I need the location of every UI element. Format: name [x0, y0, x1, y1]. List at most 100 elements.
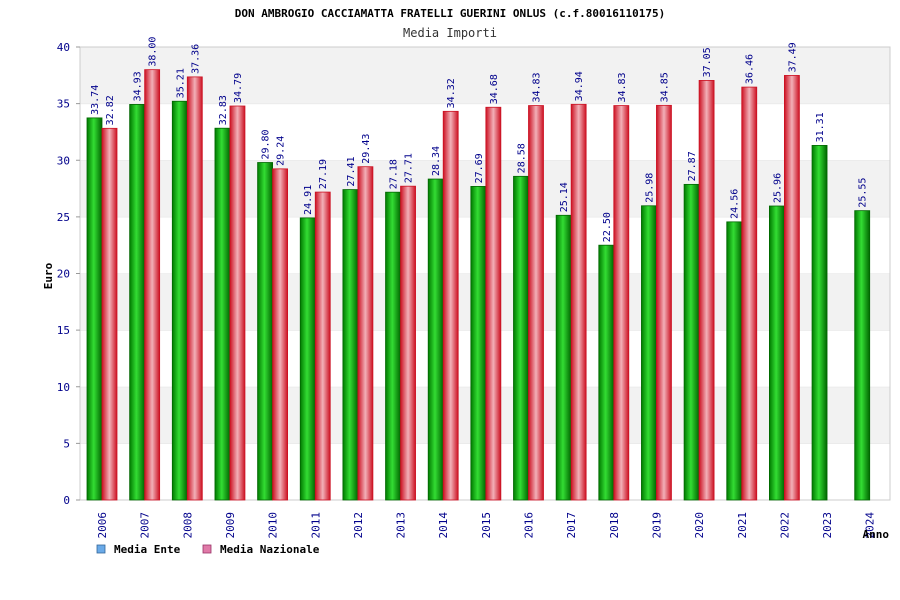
data-label: 25.55 — [858, 178, 869, 208]
data-label: 37.05 — [702, 47, 713, 77]
data-label: 32.82 — [105, 95, 116, 125]
y-tick-label: 5 — [63, 437, 70, 450]
data-label: 34.94 — [574, 71, 585, 101]
x-axis-label: Anno — [863, 528, 890, 541]
x-tick-label: 2013 — [395, 512, 408, 539]
data-label: 34.79 — [233, 73, 244, 103]
bar — [129, 104, 146, 501]
chart-subtitle: Media Importi — [403, 26, 497, 40]
bar — [769, 205, 785, 501]
bar — [641, 205, 657, 501]
bar — [528, 105, 544, 501]
x-tick-label: 2016 — [523, 512, 536, 539]
data-label: 27.87 — [687, 151, 698, 181]
y-tick-label: 10 — [57, 381, 70, 394]
bar — [86, 117, 103, 501]
bar — [272, 168, 289, 501]
bar — [854, 210, 871, 501]
legend: Media Ente Media Nazionale — [96, 543, 320, 556]
y-axis-label: Euro — [42, 262, 55, 289]
y-tick-label: 30 — [57, 154, 70, 167]
bars — [86, 69, 871, 501]
data-label: 34.85 — [659, 72, 670, 102]
data-label: 27.69 — [474, 153, 485, 183]
y-axis-ticks: 0 5 10 15 20 25 30 35 40 — [57, 41, 80, 507]
bar — [342, 189, 359, 501]
data-label: 33.74 — [90, 85, 101, 115]
data-label: 27.18 — [389, 159, 400, 189]
data-label: 28.34 — [431, 146, 442, 176]
data-label: 31.31 — [815, 112, 826, 142]
data-label: 27.41 — [346, 156, 357, 186]
legend-label-media-nazionale: Media Nazionale — [220, 543, 320, 556]
data-label: 24.91 — [303, 185, 314, 215]
bar — [299, 217, 316, 501]
data-label: 37.36 — [190, 44, 201, 74]
data-label: 25.98 — [644, 173, 655, 203]
x-tick-label: 2006 — [96, 512, 109, 539]
bar — [555, 214, 572, 501]
x-tick-label: 2024 — [864, 512, 877, 539]
y-tick-label: 25 — [57, 211, 70, 224]
y-tick-label: 20 — [57, 268, 70, 281]
data-label: 35.21 — [175, 68, 186, 98]
x-tick-label: 2010 — [267, 512, 280, 539]
bar — [683, 183, 700, 501]
bar — [101, 127, 118, 501]
data-label: 37.49 — [787, 42, 798, 72]
bar — [698, 80, 715, 501]
data-label: 34.93 — [133, 71, 144, 101]
bar — [613, 105, 630, 501]
bar — [656, 104, 672, 501]
x-tick-label: 2023 — [821, 512, 834, 539]
bar — [470, 186, 487, 501]
x-tick-label: 2015 — [480, 512, 493, 539]
data-label: 22.50 — [602, 212, 613, 242]
data-label: 34.68 — [489, 74, 500, 104]
data-label: 25.96 — [772, 173, 783, 203]
bar — [513, 175, 529, 501]
data-label: 29.24 — [276, 136, 287, 166]
data-label: 29.43 — [361, 134, 372, 164]
data-label: 38.00 — [148, 37, 159, 67]
chart-title: DON AMBROGIO CACCIAMATTA FRATELLI GUERIN… — [235, 7, 665, 20]
data-labels: 33.74 32.82 34.93 38.00 35.21 37.36 32.83 34.79… — [90, 37, 869, 243]
data-label: 29.80 — [261, 129, 272, 159]
bar — [741, 86, 758, 501]
y-tick-label: 40 — [57, 41, 70, 54]
bar — [442, 110, 459, 501]
x-tick-label: 2008 — [181, 512, 194, 539]
data-label: 27.19 — [318, 159, 329, 189]
bar — [214, 127, 231, 501]
x-axis-ticks: 2006 2007 2008 2009 2010 2011 2012 2013 2014 2015… — [96, 512, 877, 539]
x-tick-label: 2014 — [437, 512, 450, 539]
legend-swatch-media-nazionale — [202, 544, 212, 554]
x-tick-label: 2012 — [352, 512, 365, 539]
bar — [570, 103, 587, 501]
bar — [598, 244, 615, 501]
data-label: 28.58 — [517, 143, 528, 173]
y-tick-label: 0 — [63, 494, 70, 507]
data-label: 34.83 — [532, 72, 543, 102]
data-label: 36.46 — [745, 54, 756, 84]
bar — [357, 166, 374, 501]
x-tick-label: 2017 — [565, 512, 578, 539]
bar — [400, 185, 416, 501]
bar — [811, 145, 828, 501]
x-tick-label: 2007 — [139, 512, 152, 539]
bar — [229, 105, 246, 501]
bar — [186, 76, 203, 501]
x-tick-label: 2011 — [309, 512, 322, 539]
bar — [144, 69, 161, 501]
x-tick-label: 2018 — [608, 512, 621, 539]
y-tick-label: 15 — [57, 324, 70, 337]
data-label: 25.14 — [559, 182, 570, 212]
x-tick-label: 2021 — [736, 512, 749, 539]
data-label: 27.71 — [404, 153, 415, 183]
legend-swatch-media-ente — [96, 544, 106, 554]
bar — [171, 100, 188, 501]
bar — [485, 106, 502, 501]
x-tick-label: 2020 — [693, 512, 706, 539]
y-tick-label: 35 — [57, 98, 70, 111]
